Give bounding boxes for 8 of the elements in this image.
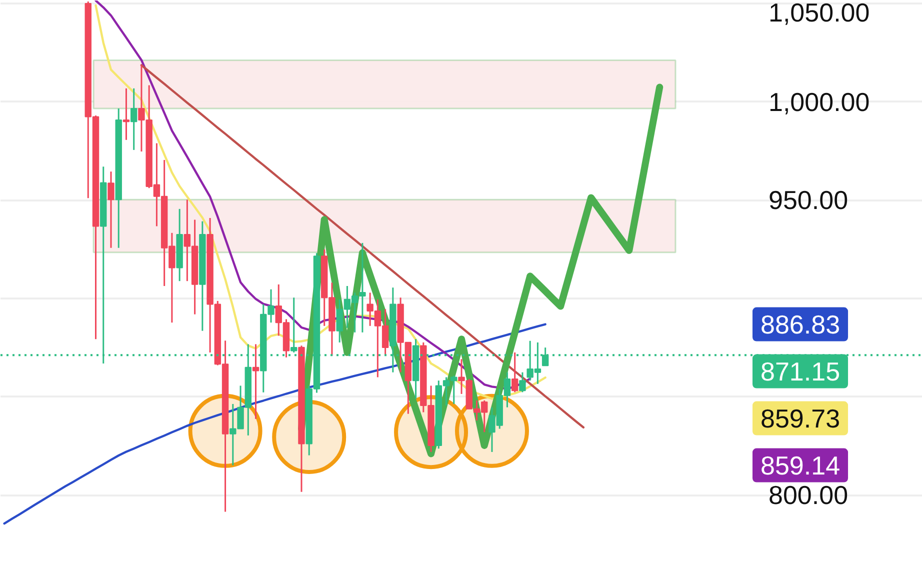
- y-tick-label: 1,050.00: [768, 0, 870, 28]
- annotation: 886.83: [760, 309, 840, 340]
- y-tick-label: 1,000.00: [768, 86, 870, 117]
- annotation: 859.14: [760, 450, 840, 480]
- y-tick-label: 950.00: [768, 185, 848, 216]
- ref-line-label: 871.15: [760, 356, 840, 386]
- annotation: 859.73: [760, 403, 840, 434]
- y-tick-label: 800.00: [768, 480, 848, 510]
